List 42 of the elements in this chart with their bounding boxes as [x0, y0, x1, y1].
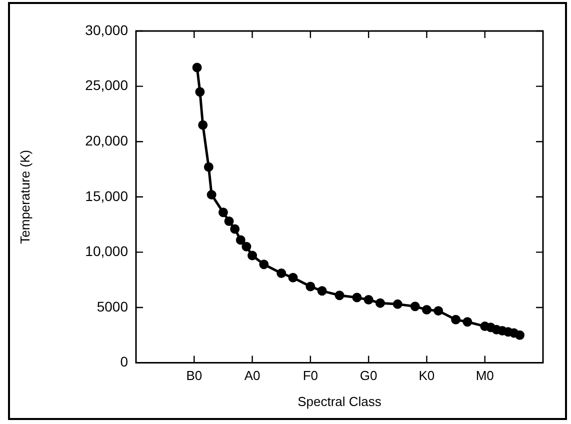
point [206, 190, 216, 200]
point [422, 304, 432, 314]
point [451, 314, 461, 324]
point [364, 295, 374, 305]
x-tick-label: B0 [186, 368, 202, 384]
x-tick-label: A0 [244, 368, 260, 384]
point [276, 268, 286, 278]
x-tick-label: G0 [360, 368, 378, 384]
point [195, 87, 205, 97]
y-tick-label: 25,000 [85, 77, 128, 94]
point [248, 250, 258, 260]
y-axis-title: Temperature (K) [17, 150, 32, 244]
point [352, 292, 362, 302]
x-tick-label: K0 [418, 368, 435, 384]
y-tick-label: 20,000 [85, 132, 128, 148]
point [224, 216, 234, 226]
point [192, 62, 202, 72]
point [306, 282, 316, 292]
point [514, 330, 524, 340]
point [259, 260, 269, 270]
point [434, 306, 444, 316]
y-tick-label: 10,000 [85, 243, 128, 260]
point [375, 298, 385, 308]
point [334, 290, 344, 300]
y-tick-label: 15,000 [85, 188, 128, 204]
point [218, 208, 228, 218]
point [410, 302, 420, 312]
x-tick-label: F0 [302, 368, 318, 384]
y-tick-label: 0 [120, 354, 128, 370]
point [198, 120, 208, 130]
x-tick-label: M0 [476, 368, 494, 384]
point [462, 317, 472, 327]
point [230, 224, 240, 234]
point [242, 242, 252, 252]
point [288, 272, 298, 282]
point [317, 286, 327, 296]
x-axis-title: Spectral Class [298, 394, 382, 409]
point [204, 162, 214, 172]
y-tick-label: 30,000 [85, 22, 128, 38]
point [236, 235, 246, 245]
point [392, 299, 402, 309]
y-tick-label: 5000 [96, 298, 128, 314]
